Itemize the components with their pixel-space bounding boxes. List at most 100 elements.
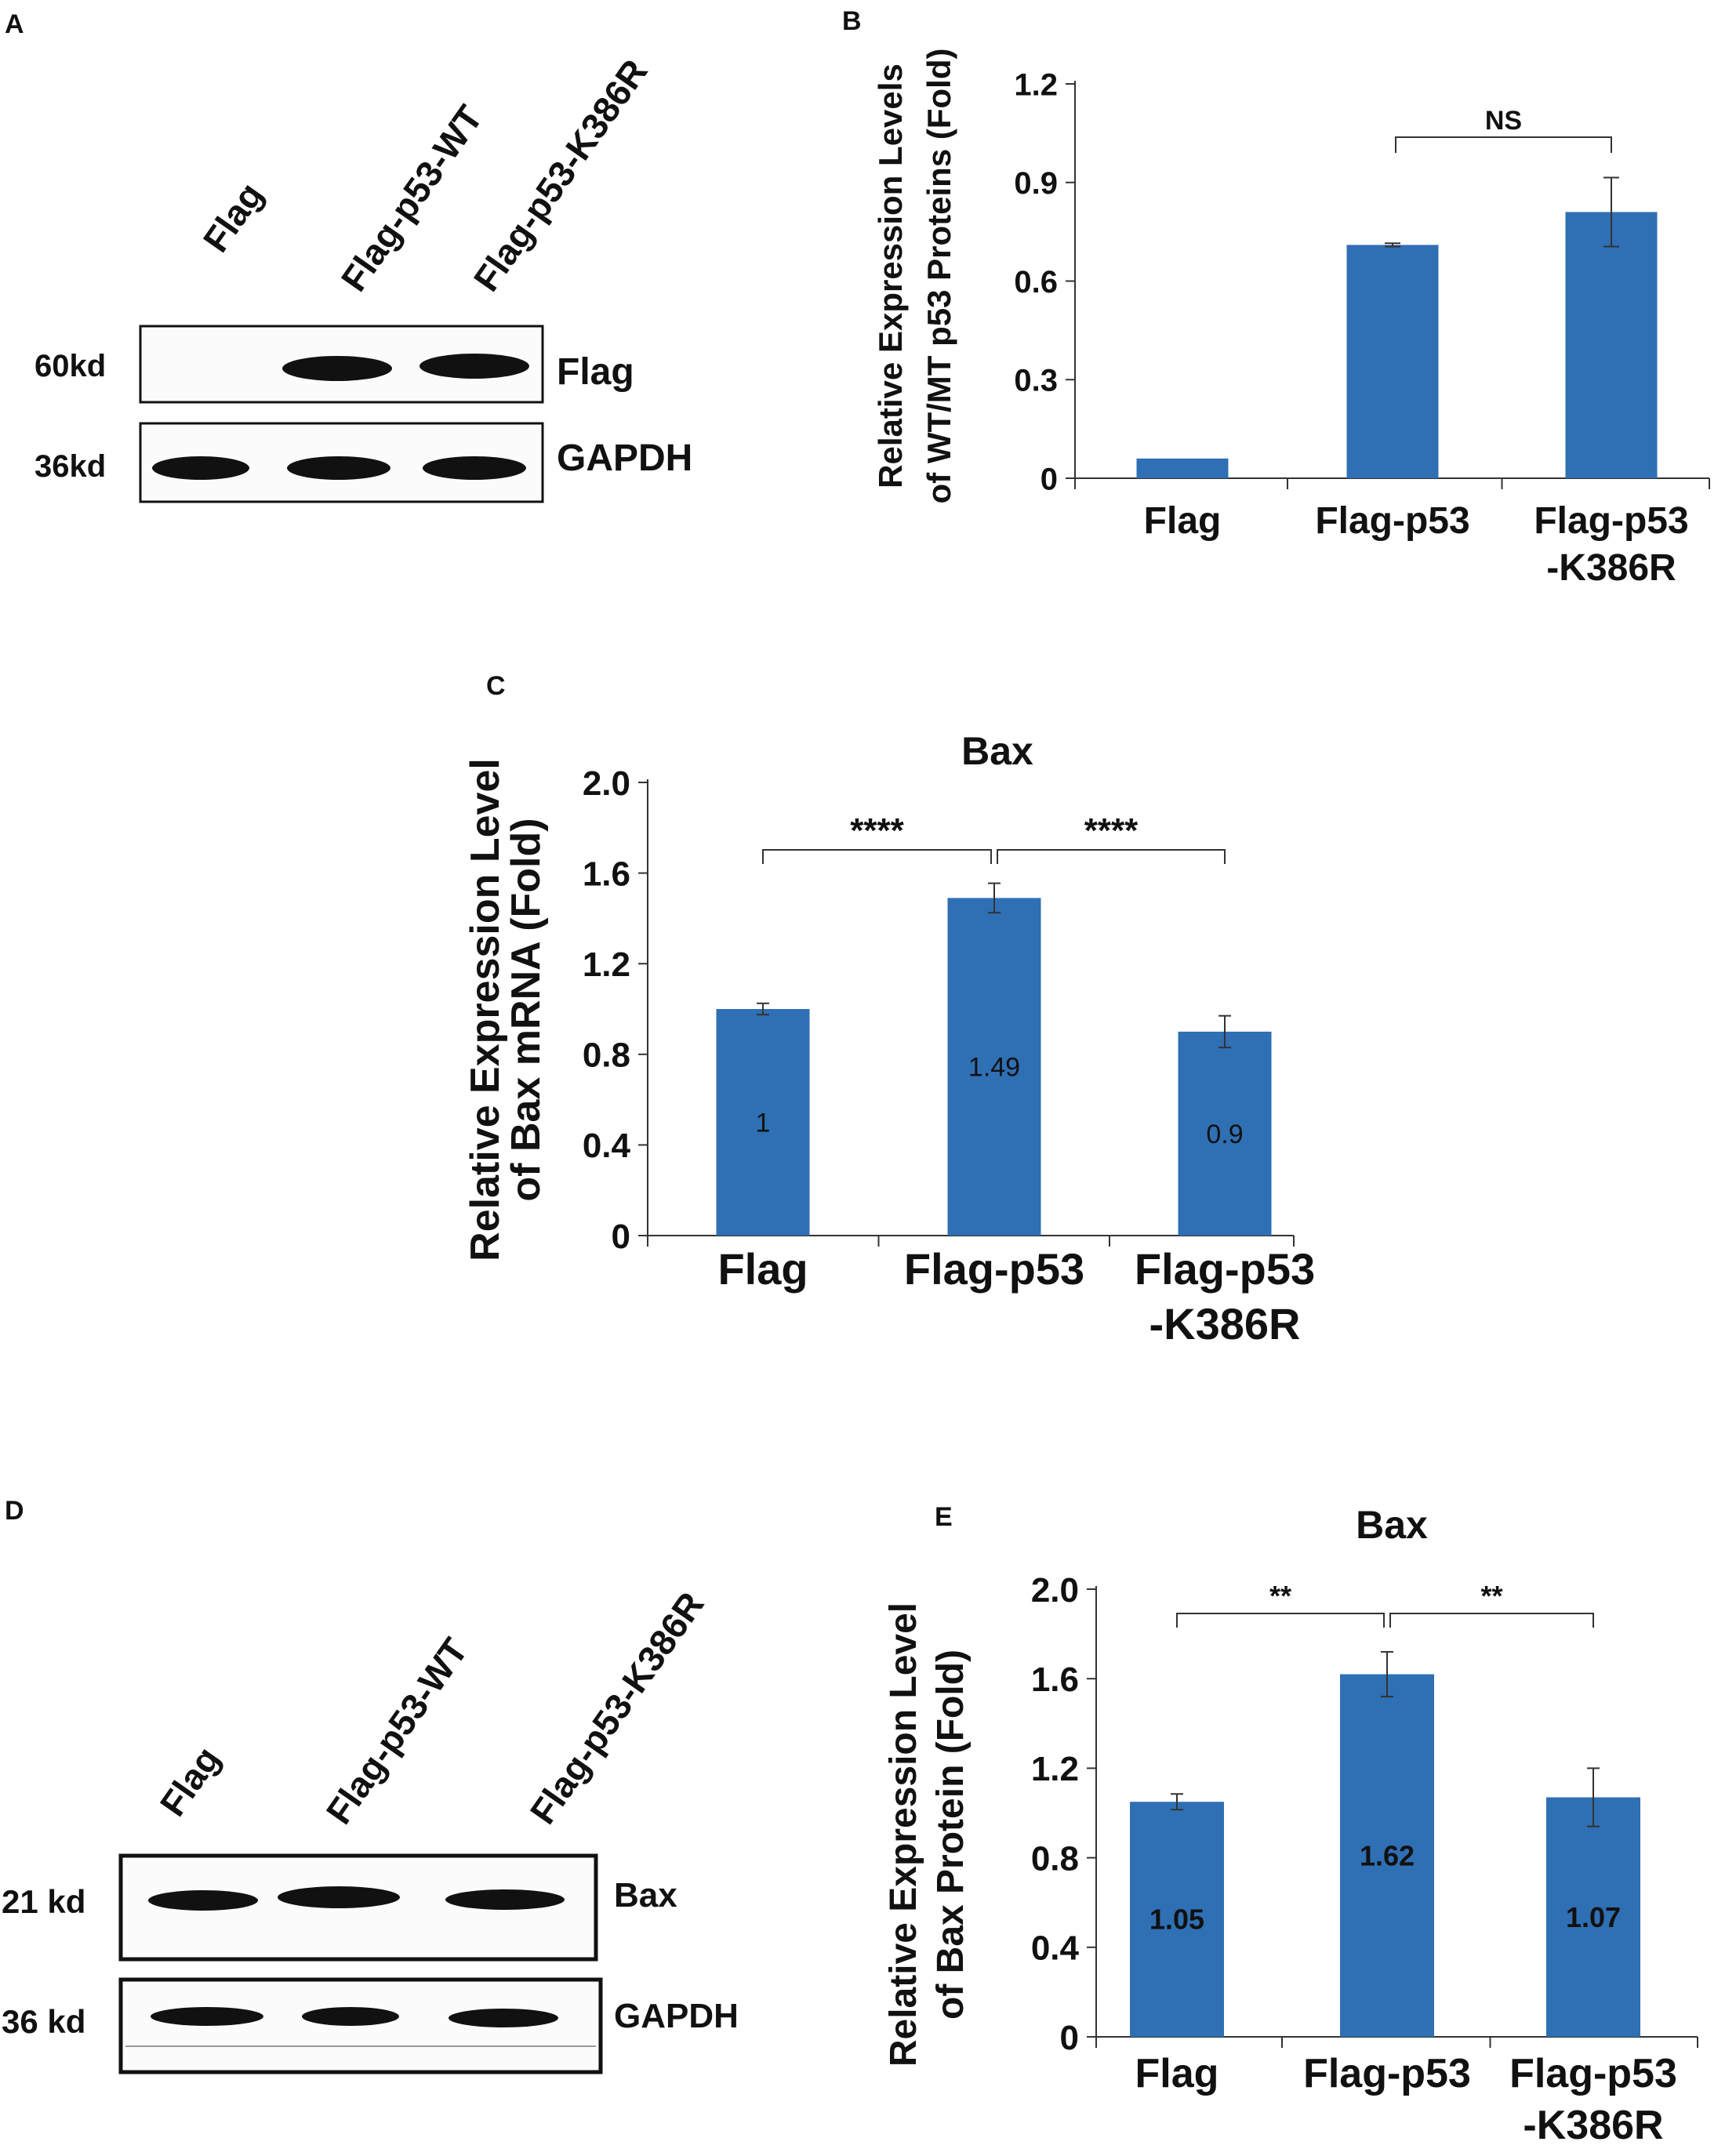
y-tick-label: 0.3	[1014, 364, 1058, 398]
significance-bracket	[762, 849, 992, 864]
x-tick-label: Flag-p53	[904, 1244, 1084, 1294]
bar	[1136, 458, 1229, 478]
chart-b: 0 0.3 0.6 0.9 1.2 Relative Expression Levels o…	[872, 49, 1710, 589]
y-axis-label: of Bax Protein (Fold)	[930, 1650, 972, 2020]
significance-label: ****	[1084, 811, 1139, 850]
panel-d-band	[148, 1890, 258, 1911]
y-axis-label: Relative Expression Level	[463, 758, 508, 1261]
panel-a-blot-label: GAPDH	[557, 437, 692, 479]
y-tick-label: 0.6	[1014, 265, 1058, 299]
panel-a-lane-label: Flag	[195, 175, 271, 259]
significance-bracket	[1395, 136, 1612, 153]
panel-e-letter: E	[935, 1502, 953, 1532]
bar	[716, 1009, 810, 1236]
y-axis-label: Relative Expression Levels	[872, 64, 909, 488]
panel-a-letter: A	[5, 9, 24, 39]
panel-d-lane-label: Flag-p53-WT	[318, 1631, 476, 1831]
data-label: 1.49	[968, 1053, 1020, 1083]
panel-a-band	[423, 456, 526, 480]
significance-bracket	[1176, 1613, 1385, 1628]
significance-label: NS	[1485, 106, 1522, 136]
panel-a-size-marker: 36kd	[35, 449, 106, 484]
panel-d-band	[278, 1886, 400, 1908]
panel-a-blot-label: Flag	[557, 351, 634, 393]
y-tick-label: 2.0	[583, 764, 630, 803]
significance-bracket	[1389, 1613, 1594, 1628]
chart-e: Bax 0 0.4 0.8 1.2 1.6 2.0 Relative Expression L…	[883, 1503, 1698, 2148]
y-tick-label: 0	[1060, 2019, 1079, 2057]
y-axis-label: Relative Expression Level	[883, 1602, 924, 2067]
panel-d-band	[445, 1889, 565, 1910]
y-tick-label: 0	[612, 1218, 630, 1256]
panel-e: E Bax 0 0.4 0.8 1.2 1.6 2.0 Relative Expression…	[883, 1502, 1698, 2148]
y-tick-label: 1.2	[1031, 1750, 1079, 1788]
panel-d-size-marker: 36 kd	[2, 2003, 85, 2040]
bar	[1130, 1802, 1224, 2037]
x-tick-label: Flag	[1135, 2051, 1219, 2096]
chart-c: Bax 0 0.4 0.8 1.2 1.6 2.0 Relative Expression L…	[463, 729, 1315, 1348]
x-tick-label: Flag	[717, 1244, 808, 1294]
x-tick-label: -K386R	[1546, 547, 1676, 589]
panel-d-band	[302, 2007, 399, 2026]
panel-a-band	[282, 356, 392, 381]
bar	[947, 898, 1041, 1236]
y-tick-label: 0.9	[1014, 166, 1058, 201]
panel-d-lane-label: Flag	[152, 1739, 228, 1823]
x-tick-label: Flag	[1144, 500, 1222, 542]
panel-a-band	[287, 456, 390, 480]
data-label: 0.9	[1206, 1120, 1243, 1149]
panel-d-letter: D	[5, 1496, 24, 1526]
panel-a-band	[152, 456, 249, 480]
y-tick-label: 1.6	[1031, 1661, 1079, 1699]
data-label: 1.05	[1149, 1904, 1204, 1936]
panel-a: A Flag Flag-p53-WT Flag-p53-K386R 60kd F…	[5, 9, 692, 503]
significance-bracket	[997, 849, 1226, 864]
panel-b-letter: B	[842, 6, 862, 36]
panel-a-band	[419, 354, 529, 379]
bar	[1346, 245, 1439, 478]
y-tick-label: 0.8	[583, 1036, 630, 1075]
bar	[1565, 212, 1658, 478]
data-label: 1	[756, 1108, 771, 1138]
x-tick-label: Flag-p53	[1135, 1244, 1315, 1294]
significance-label: ****	[850, 811, 904, 850]
significance-label: **	[1269, 1580, 1291, 1612]
bar	[1340, 1674, 1434, 2037]
y-tick-label: 0.4	[583, 1127, 631, 1165]
panel-d: D Flag Flag-p53-WT Flag-p53-K386R 21 kd …	[2, 1496, 739, 2074]
panel-d-band	[151, 2007, 263, 2026]
panel-d-size-marker: 21 kd	[2, 1883, 85, 1920]
y-tick-label: 0	[1041, 462, 1058, 496]
panel-b: B 0 0.3 0.6 0.9 1.2 Relative Expression Level…	[842, 6, 1710, 589]
data-label: 1.07	[1566, 1901, 1621, 1933]
panel-a-lane-label: Flag-p53-K386R	[466, 52, 656, 299]
chart-title: Bax	[1356, 1503, 1428, 1547]
y-tick-label: 0.8	[1031, 1839, 1079, 1878]
x-tick-label: -K386R	[1149, 1299, 1301, 1348]
panel-c: C Bax 0 0.4 0.8 1.2 1.6 2.0 Relative Expression…	[463, 671, 1315, 1348]
panel-d-blot-label: GAPDH	[614, 1997, 739, 2035]
x-tick-label: Flag-p53	[1534, 500, 1688, 542]
data-label: 1.62	[1360, 1839, 1415, 1871]
y-axis-label: of Bax mRNA (Fold)	[503, 818, 549, 1201]
y-tick-label: 2.0	[1031, 1571, 1079, 1610]
x-tick-label: Flag-p53	[1315, 500, 1469, 542]
x-tick-label: -K386R	[1523, 2103, 1663, 2148]
panel-d-band	[449, 2009, 558, 2027]
panel-d-blot-frame	[118, 1977, 603, 2074]
x-tick-label: Flag-p53	[1303, 2051, 1471, 2096]
y-tick-label: 1.2	[1014, 67, 1058, 102]
significance-label: **	[1480, 1580, 1502, 1612]
y-axis-label: of WT/MT p53 Proteins (Fold)	[921, 49, 957, 504]
panel-d-lane-label: Flag-p53-K386R	[522, 1584, 712, 1831]
panel-a-lane-label: Flag-p53-WT	[333, 98, 491, 299]
y-tick-label: 1.6	[583, 855, 630, 893]
panel-d-blot-label: Bax	[614, 1876, 677, 1915]
bar	[1178, 1031, 1272, 1236]
panel-c-letter: C	[486, 671, 506, 701]
y-tick-label: 1.2	[583, 946, 630, 984]
y-tick-label: 0.4	[1031, 1929, 1080, 1968]
x-tick-label: Flag-p53	[1509, 2051, 1677, 2096]
chart-title: Bax	[961, 729, 1033, 773]
